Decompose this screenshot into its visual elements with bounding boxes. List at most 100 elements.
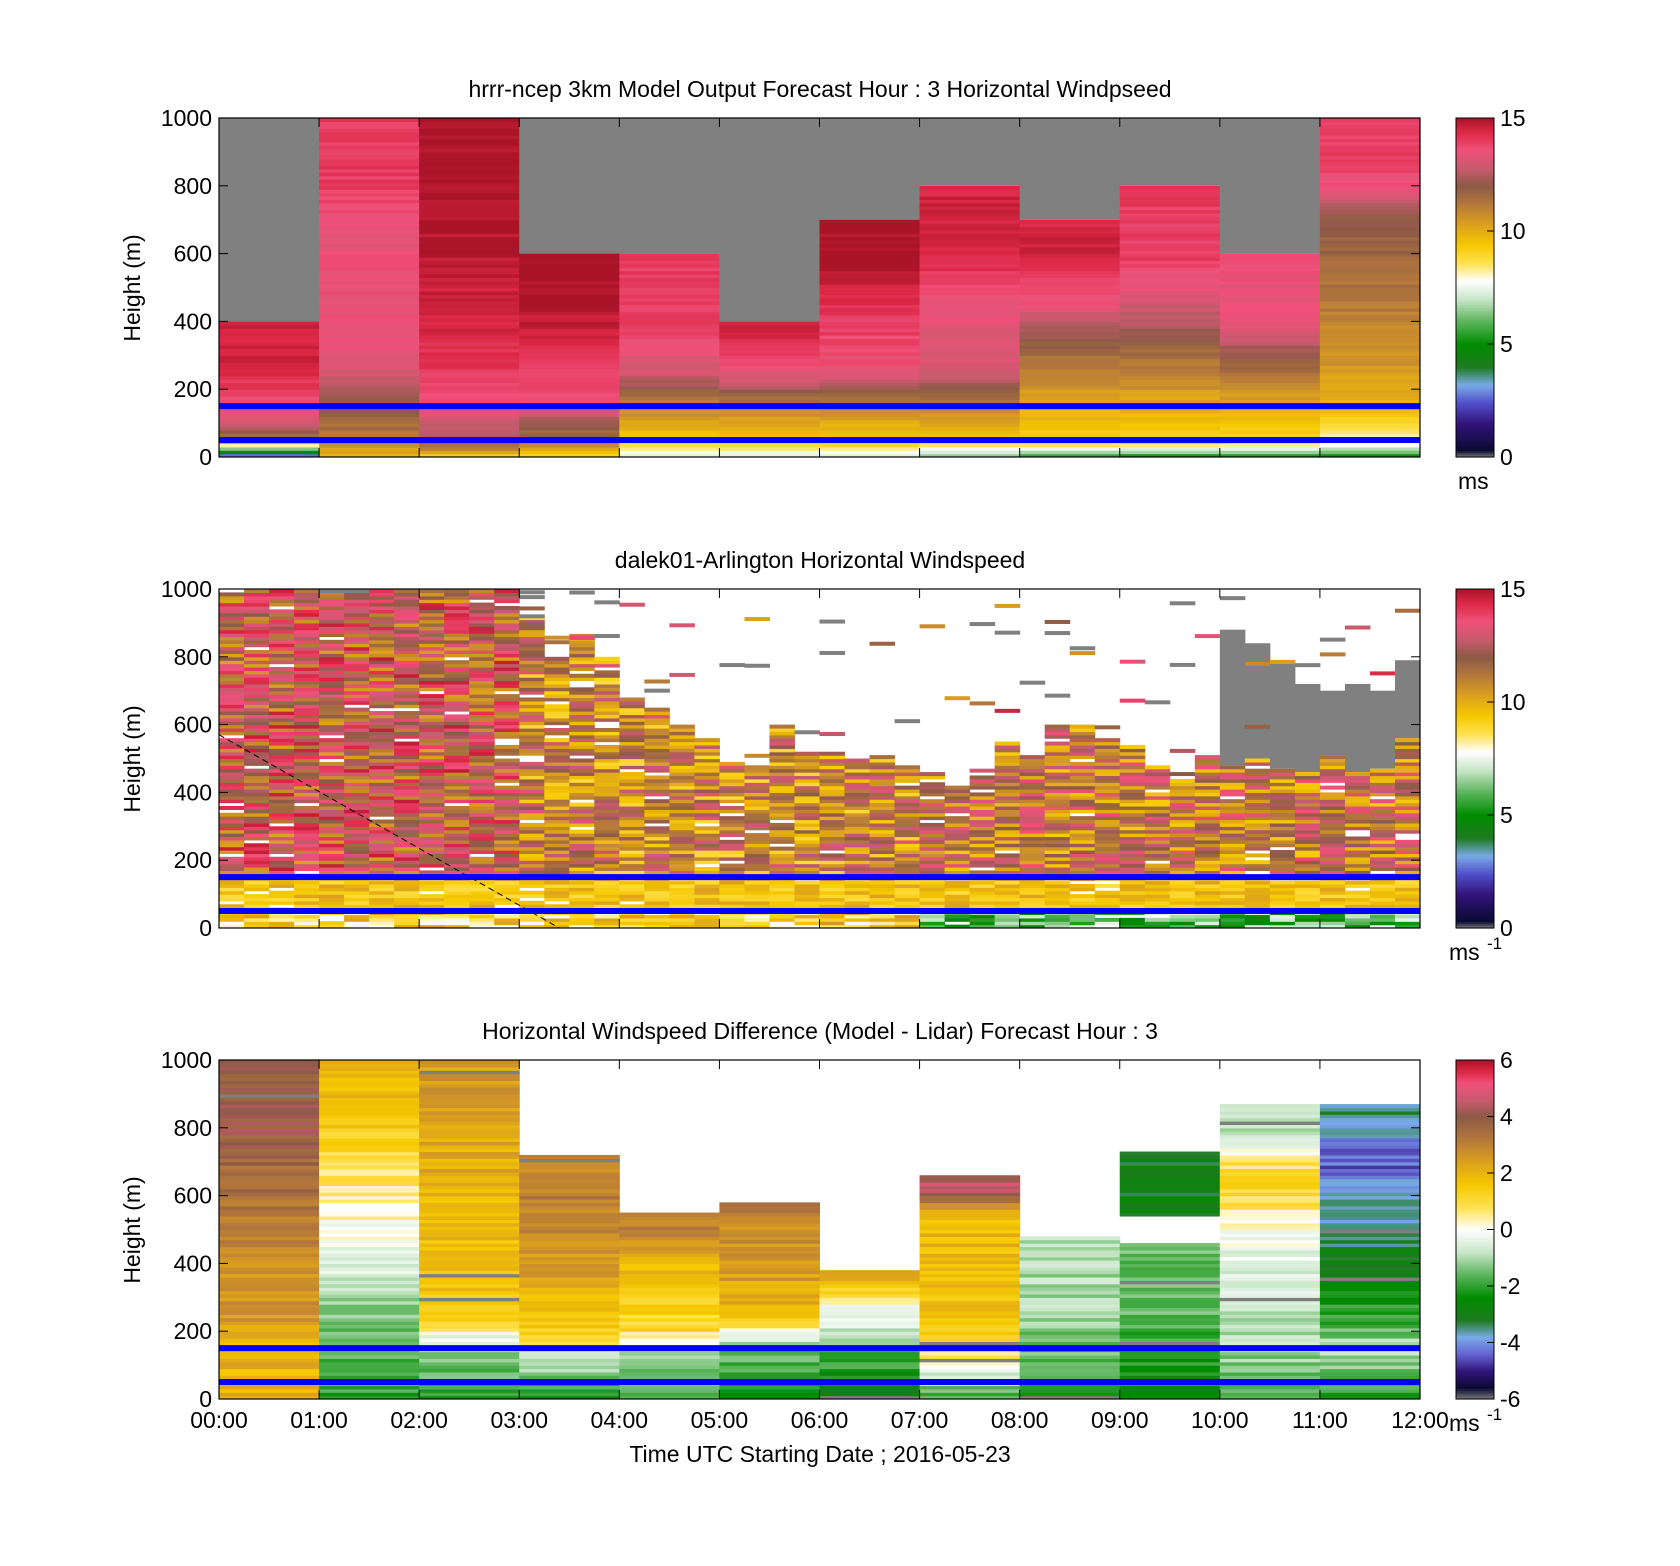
lidar-profile-34 <box>1070 646 1096 928</box>
lidar-cell <box>719 806 745 810</box>
y-tick-label: 1000 <box>161 105 212 131</box>
lidar-cell <box>419 870 445 874</box>
lidar-profile-25 <box>845 759 871 929</box>
lidar-cell <box>1345 891 1371 895</box>
model-cell <box>920 186 1021 190</box>
lidar-cell <box>544 704 570 708</box>
lidar-cell <box>1070 816 1096 820</box>
lidar-cell <box>1170 779 1196 783</box>
lidar-sparse-cell <box>1045 631 1071 635</box>
lidar-cell <box>970 775 996 779</box>
lidar-sparse-cell <box>1145 700 1171 704</box>
lidar-sparse-cell <box>995 709 1021 713</box>
lidar-cell <box>619 772 645 776</box>
lidar-cell <box>719 762 745 766</box>
lidar-cell <box>744 918 770 922</box>
out-of-range-cell <box>1370 691 1396 769</box>
lidar-cell <box>995 853 1021 857</box>
lidar-cell <box>669 725 695 729</box>
colorbar-tick-label: 15 <box>1500 105 1526 131</box>
lidar-cell <box>1270 850 1296 854</box>
lidar-cell <box>845 759 871 763</box>
lidar-cell <box>920 772 946 776</box>
panel-title: hrrr-ncep 3km Model Output Forecast Hour… <box>468 76 1171 102</box>
lidar-cell <box>1020 755 1046 759</box>
lidar-cell <box>269 609 295 613</box>
lidar-cell <box>569 674 595 678</box>
lidar-cell <box>895 786 921 790</box>
lidar-cell <box>920 782 946 786</box>
colorbar-unit: ms <box>1458 468 1489 494</box>
out-of-range-cell <box>719 118 820 321</box>
lidar-cell <box>619 904 645 908</box>
lidar-profile-39 <box>1195 634 1221 929</box>
lidar-cell <box>1245 769 1271 773</box>
out-of-range-cell <box>1220 118 1321 254</box>
lidar-cell <box>444 806 470 810</box>
lidar-cell <box>1270 769 1296 773</box>
lidar-cell <box>244 650 270 654</box>
lidar-cell <box>1045 742 1071 746</box>
lidar-sparse-cell <box>569 591 595 595</box>
lidar-cell <box>1345 772 1371 776</box>
lidar-profile-28 <box>920 624 946 928</box>
lidar-cell <box>294 806 320 810</box>
lidar-cell <box>444 714 470 718</box>
lidar-cell <box>544 738 570 742</box>
lidar-profile-30 <box>970 622 996 929</box>
lidar-profile-29 <box>945 696 971 928</box>
lidar-cell <box>870 755 896 759</box>
lidar-sparse-cell <box>519 614 545 618</box>
lidar-cell <box>319 640 345 644</box>
lidar-cell <box>719 864 745 868</box>
lidar-cell <box>469 603 495 607</box>
heatmap-lidar <box>219 589 1421 929</box>
lidar-cell <box>970 870 996 874</box>
lidar-sparse-cell <box>544 640 570 644</box>
out-of-range-cell <box>519 118 620 254</box>
lidar-cell <box>219 813 245 817</box>
lidar-profile-33 <box>1045 620 1071 929</box>
lidar-cell <box>269 914 295 918</box>
lidar-cell <box>895 765 921 769</box>
lidar-cell <box>419 894 445 898</box>
lidar-sparse-cell <box>1220 596 1246 600</box>
lidar-sparse-cell <box>945 696 971 700</box>
lidar-cell <box>794 881 820 885</box>
lidar-cell <box>1395 840 1421 844</box>
lidar-cell <box>719 840 745 844</box>
lidar-cell <box>394 742 420 746</box>
lidar-cell <box>1145 864 1171 868</box>
out-of-range-cell <box>219 118 320 321</box>
model-cell <box>1220 254 1321 258</box>
lidar-cell <box>1370 914 1396 918</box>
lidar-sparse-cell <box>1370 671 1396 675</box>
y-tick-label: 0 <box>199 444 212 470</box>
out-of-range-cell <box>1320 691 1346 755</box>
out-of-range-cell <box>1395 660 1421 738</box>
lidar-cell <box>644 708 670 712</box>
lidar-cell <box>920 914 946 918</box>
lidar-cell <box>569 830 595 834</box>
y-tick-label: 800 <box>174 644 212 670</box>
lidar-profile-41 <box>1245 643 1271 928</box>
lidar-cell <box>494 694 520 698</box>
lidar-sparse-cell <box>619 603 645 607</box>
difference-cell <box>519 1155 620 1159</box>
lidar-sparse-cell <box>1395 686 1421 690</box>
lidar-sparse-cell <box>669 673 695 677</box>
lidar-sparse-cell <box>1045 620 1071 624</box>
lidar-cell <box>469 914 495 918</box>
y-tick-label: 600 <box>174 241 212 267</box>
lidar-cell <box>1095 884 1121 888</box>
out-of-range-cell <box>1270 664 1296 769</box>
y-axis-label: Height (m) <box>119 234 145 341</box>
y-axis-label: Height (m) <box>119 1176 145 1283</box>
lidar-cell <box>1120 918 1146 922</box>
lidar-profile-32 <box>1020 681 1046 929</box>
difference-column-3 <box>519 1155 620 1400</box>
lidar-sparse-cell <box>1120 660 1146 664</box>
lidar-cell <box>494 786 520 790</box>
lidar-cell <box>1345 881 1371 885</box>
